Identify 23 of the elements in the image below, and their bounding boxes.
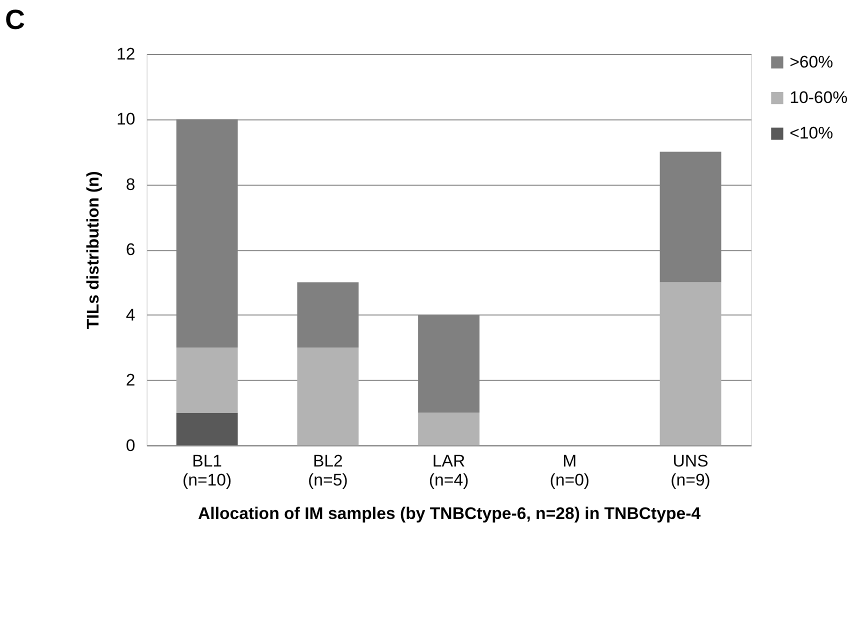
y-axis-title: TILs distribution (n) bbox=[84, 171, 103, 330]
bar bbox=[176, 412, 238, 446]
x-tick-label: BL2 (n=5) bbox=[308, 452, 348, 490]
text: C bbox=[5, 4, 26, 36]
bar bbox=[297, 347, 359, 446]
y-tick-label: 12 bbox=[116, 44, 136, 64]
x-tick-label: BL1 (n=10) bbox=[182, 452, 232, 490]
legend-label: >60% bbox=[790, 52, 834, 72]
x-tick-label: M (n=0) bbox=[550, 452, 590, 490]
legend-label: 10-60% bbox=[790, 88, 848, 108]
y-tick-label: 10 bbox=[116, 110, 136, 129]
y-tick-label: 4 bbox=[126, 305, 136, 324]
bar bbox=[418, 412, 480, 446]
x-axis-title: Allocation of IM samples (by TNBCtype-6, n=28) in TNBCtype-4 bbox=[198, 504, 702, 524]
y-tick-label: 8 bbox=[126, 174, 136, 194]
bar bbox=[176, 347, 238, 413]
y-tick-label: 6 bbox=[126, 240, 136, 260]
y-tick-label: 0 bbox=[126, 436, 136, 455]
bar bbox=[660, 282, 722, 446]
legend-label: <10% bbox=[790, 124, 834, 143]
x-tick-label: LAR (n=4) bbox=[428, 452, 469, 490]
y-tick-label: 2 bbox=[126, 370, 136, 390]
x-tick-label: UNS (n=9) bbox=[670, 452, 710, 490]
